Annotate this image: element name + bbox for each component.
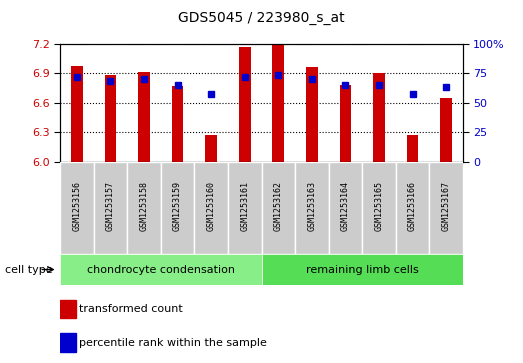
Bar xyxy=(60,254,262,285)
Bar xyxy=(206,135,217,162)
Text: percentile rank within the sample: percentile rank within the sample xyxy=(79,338,267,347)
Bar xyxy=(339,85,351,162)
Bar xyxy=(440,98,452,162)
Text: GSM1253160: GSM1253160 xyxy=(207,181,215,231)
Text: transformed count: transformed count xyxy=(79,304,183,314)
Bar xyxy=(60,333,76,352)
Bar xyxy=(262,162,295,254)
Bar xyxy=(396,162,429,254)
Text: GSM1253162: GSM1253162 xyxy=(274,181,283,231)
Text: GSM1253165: GSM1253165 xyxy=(374,181,383,231)
Bar xyxy=(60,300,76,318)
Text: remaining limb cells: remaining limb cells xyxy=(306,265,418,274)
Bar xyxy=(239,46,251,162)
Bar xyxy=(161,162,195,254)
Bar xyxy=(429,162,463,254)
Text: GSM1253158: GSM1253158 xyxy=(140,181,149,231)
Bar xyxy=(71,66,83,162)
Bar xyxy=(295,162,328,254)
Bar xyxy=(138,72,150,162)
Bar xyxy=(105,75,116,162)
Bar xyxy=(127,162,161,254)
Text: GSM1253166: GSM1253166 xyxy=(408,181,417,231)
Bar xyxy=(60,162,94,254)
Text: GSM1253164: GSM1253164 xyxy=(341,181,350,231)
Text: GSM1253163: GSM1253163 xyxy=(308,181,316,231)
Text: GSM1253157: GSM1253157 xyxy=(106,181,115,231)
Bar xyxy=(94,162,127,254)
Bar xyxy=(407,135,418,162)
Text: GSM1253156: GSM1253156 xyxy=(72,181,82,231)
Bar xyxy=(195,162,228,254)
Bar xyxy=(373,73,385,162)
Bar xyxy=(328,162,362,254)
Text: GSM1253161: GSM1253161 xyxy=(240,181,249,231)
Text: chondrocyte condensation: chondrocyte condensation xyxy=(87,265,235,274)
Text: cell type: cell type xyxy=(5,265,53,274)
Bar xyxy=(228,162,262,254)
Text: GSM1253159: GSM1253159 xyxy=(173,181,182,231)
Bar xyxy=(262,254,463,285)
Bar xyxy=(272,45,284,162)
Bar xyxy=(172,86,184,162)
Bar xyxy=(306,67,317,162)
Text: GSM1253167: GSM1253167 xyxy=(441,181,451,231)
Text: GDS5045 / 223980_s_at: GDS5045 / 223980_s_at xyxy=(178,11,345,25)
Bar xyxy=(362,162,396,254)
